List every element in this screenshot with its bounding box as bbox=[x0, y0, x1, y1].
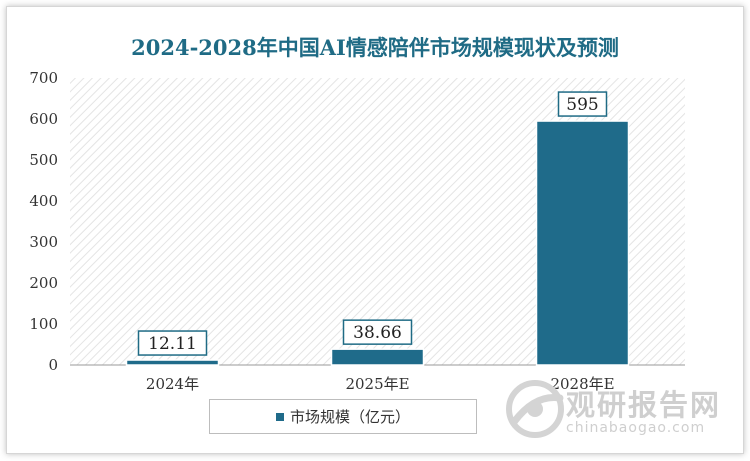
data-label-text: 12.11 bbox=[148, 334, 197, 354]
data-label-text: 595 bbox=[566, 95, 598, 115]
y-tick-label: 700 bbox=[29, 69, 58, 87]
data-label: 12.11 bbox=[137, 330, 208, 356]
chart-title: 2024-2028年中国AI情感陪伴市场规模现状及预测 bbox=[131, 35, 619, 60]
legend-swatch bbox=[275, 412, 284, 421]
y-tick-label: 300 bbox=[29, 233, 58, 251]
x-tick-label: 2028年E bbox=[550, 375, 614, 393]
x-tick-label: 2025年E bbox=[345, 375, 409, 393]
data-label-box bbox=[137, 330, 208, 356]
legend-label: 市场规模（亿元） bbox=[289, 408, 410, 426]
y-tick-label: 600 bbox=[29, 110, 58, 128]
data-label: 595 bbox=[557, 91, 608, 117]
data-label-box bbox=[557, 91, 608, 117]
data-label: 38.66 bbox=[342, 319, 413, 345]
y-tick-label: 0 bbox=[48, 356, 58, 374]
y-tick-label: 100 bbox=[29, 315, 58, 333]
bar bbox=[330, 348, 425, 366]
bar bbox=[125, 359, 220, 366]
legend: 市场规模（亿元） bbox=[209, 399, 477, 434]
y-tick-label: 200 bbox=[29, 274, 58, 292]
y-tick-label: 400 bbox=[29, 192, 58, 210]
bar bbox=[535, 120, 630, 366]
x-tick-label: 2024年 bbox=[146, 375, 199, 393]
y-tick-label: 500 bbox=[29, 151, 58, 169]
data-label-text: 38.66 bbox=[353, 323, 402, 343]
data-label-box bbox=[342, 319, 413, 345]
